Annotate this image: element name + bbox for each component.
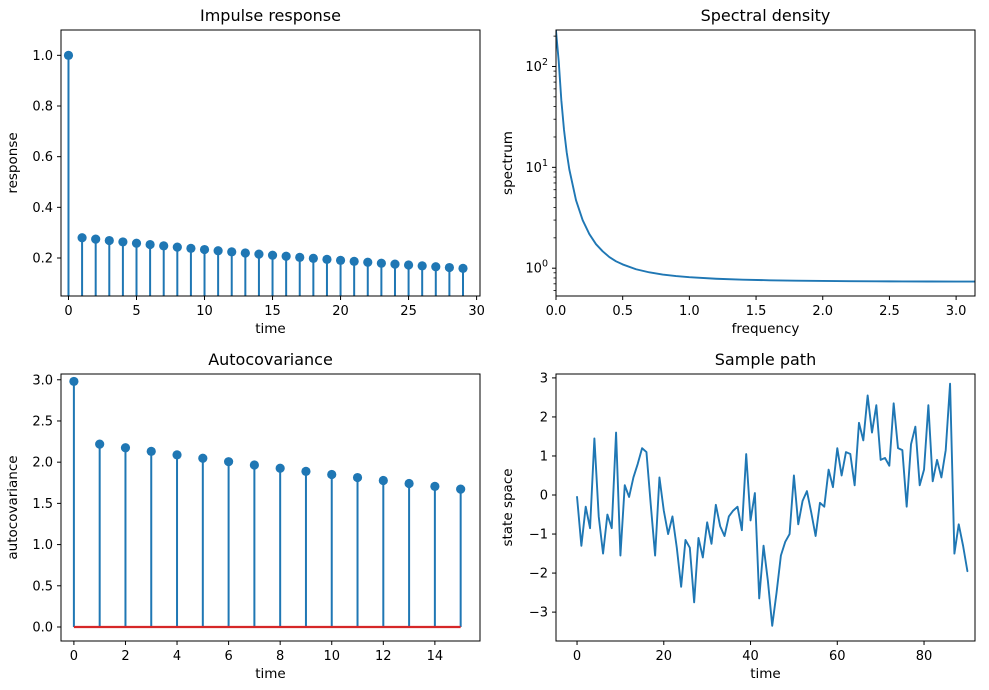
spectral-density-ylabel: spectrum xyxy=(500,131,516,195)
svg-text:0.0: 0.0 xyxy=(546,304,567,319)
svg-text:12: 12 xyxy=(375,649,392,664)
spectral-density-series xyxy=(556,30,975,283)
spectral-density-xlabel: frequency xyxy=(732,321,800,337)
svg-text:10: 10 xyxy=(323,649,340,664)
impulse-response-xlabel: time xyxy=(255,321,286,337)
svg-text:100: 100 xyxy=(525,259,548,277)
spectral-density-title: Spectral density xyxy=(701,6,831,25)
svg-text:2.0: 2.0 xyxy=(812,304,833,319)
svg-text:14: 14 xyxy=(427,649,444,664)
impulse-response-ylabel: response xyxy=(5,132,21,193)
subplot-impulse-response: Impulse response time response 0 5 10 15 20 25 30… xyxy=(0,0,494,345)
svg-text:0: 0 xyxy=(70,649,78,664)
subplot-sample-path: Sample path time state space 0 20 40 60 80 −3 −2−… xyxy=(494,345,989,690)
svg-text:0.4: 0.4 xyxy=(32,201,53,216)
svg-text:3: 3 xyxy=(540,371,548,386)
impulse-response-chart: Impulse response time response 0 5 10 15 20 25 30… xyxy=(5,6,485,337)
svg-text:1: 1 xyxy=(540,449,548,464)
impulse-response-title: Impulse response xyxy=(200,6,341,25)
svg-text:30: 30 xyxy=(468,304,485,319)
svg-text:0.5: 0.5 xyxy=(32,579,53,594)
svg-text:80: 80 xyxy=(916,649,933,664)
svg-text:0.8: 0.8 xyxy=(32,100,53,115)
svg-text:2: 2 xyxy=(121,649,129,664)
svg-text:20: 20 xyxy=(332,304,349,319)
svg-text:1.0: 1.0 xyxy=(679,304,700,319)
svg-text:3.0: 3.0 xyxy=(946,304,967,319)
sample-path-axes-frame xyxy=(555,373,976,642)
svg-text:3.0: 3.0 xyxy=(32,373,53,388)
sample-path-title: Sample path xyxy=(715,350,816,369)
svg-text:1.5: 1.5 xyxy=(746,304,767,319)
svg-text:40: 40 xyxy=(742,649,759,664)
svg-text:−2: −2 xyxy=(529,567,548,582)
subplot-autocovariance: Autocovariance time autocovariance 0 2 4 6 8 10 1… xyxy=(0,345,494,690)
svg-text:0.0: 0.0 xyxy=(32,620,53,635)
svg-text:1.0: 1.0 xyxy=(32,538,53,553)
svg-text:5: 5 xyxy=(132,304,140,319)
svg-text:8: 8 xyxy=(276,649,284,664)
subplot-spectral-density: Spectral density frequency spectrum 0.0 0.5 1… xyxy=(494,0,989,345)
svg-text:−3: −3 xyxy=(529,606,548,621)
svg-text:−1: −1 xyxy=(529,528,548,543)
svg-text:25: 25 xyxy=(400,304,417,319)
svg-text:101: 101 xyxy=(525,158,548,176)
svg-text:0.6: 0.6 xyxy=(32,150,53,165)
autocovariance-title: Autocovariance xyxy=(208,350,333,369)
spectral-density-axes-frame xyxy=(555,29,976,297)
sample-path-xlabel: time xyxy=(750,666,781,682)
sample-path-series xyxy=(576,382,969,627)
autocovariance-series xyxy=(69,376,466,629)
sample-path-ylabel: state space xyxy=(500,468,516,546)
svg-text:102: 102 xyxy=(525,57,548,75)
svg-text:0.5: 0.5 xyxy=(612,304,633,319)
impulse-response-series xyxy=(63,50,468,296)
svg-text:0.2: 0.2 xyxy=(32,252,53,267)
svg-text:2.5: 2.5 xyxy=(32,414,53,429)
autocovariance-ylabel: autocovariance xyxy=(5,455,21,559)
svg-text:60: 60 xyxy=(829,649,846,664)
autocovariance-chart: Autocovariance time autocovariance 0 2 4 6 8 10 1… xyxy=(5,350,481,682)
impulse-response-axes-frame xyxy=(60,29,481,297)
autocovariance-axes-frame xyxy=(60,373,481,642)
svg-text:1.0: 1.0 xyxy=(32,49,53,64)
svg-text:6: 6 xyxy=(224,649,232,664)
svg-text:0: 0 xyxy=(540,489,548,504)
svg-text:1.5: 1.5 xyxy=(32,497,53,512)
svg-text:0: 0 xyxy=(64,304,72,319)
autocovariance-xlabel: time xyxy=(255,666,286,682)
svg-text:2: 2 xyxy=(540,410,548,425)
svg-text:10: 10 xyxy=(196,304,213,319)
svg-text:2.5: 2.5 xyxy=(879,304,900,319)
svg-text:0: 0 xyxy=(573,649,581,664)
svg-text:15: 15 xyxy=(264,304,281,319)
svg-text:20: 20 xyxy=(656,649,673,664)
svg-text:2.0: 2.0 xyxy=(32,456,53,471)
svg-text:4: 4 xyxy=(173,649,181,664)
spectral-density-chart: Spectral density frequency spectrum 0.0 0.5 1… xyxy=(500,6,976,337)
